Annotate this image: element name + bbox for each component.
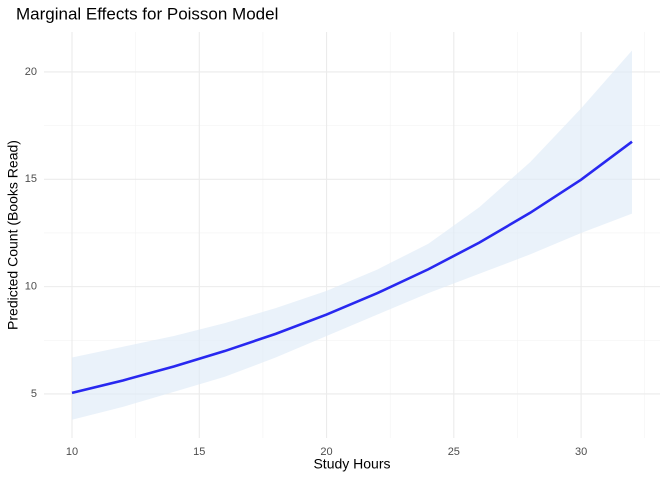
y-tick-label: 20 [25, 66, 37, 78]
chart-title: Marginal Effects for Poisson Model [16, 4, 278, 23]
y-axis-label: Predicted Count (Books Read) [5, 140, 21, 330]
x-tick-label: 10 [66, 446, 78, 458]
y-tick-label: 5 [31, 388, 37, 400]
x-tick-label: 15 [193, 446, 205, 458]
confidence-ribbon [72, 50, 632, 420]
y-tick-label: 10 [25, 281, 37, 293]
x-tick-label: 20 [320, 446, 332, 458]
y-tick-label: 15 [25, 173, 37, 185]
x-tick-label: 30 [575, 446, 587, 458]
x-tick-label: 25 [448, 446, 460, 458]
line [71, 140, 633, 395]
x-axis-label: Study Hours [313, 456, 390, 472]
